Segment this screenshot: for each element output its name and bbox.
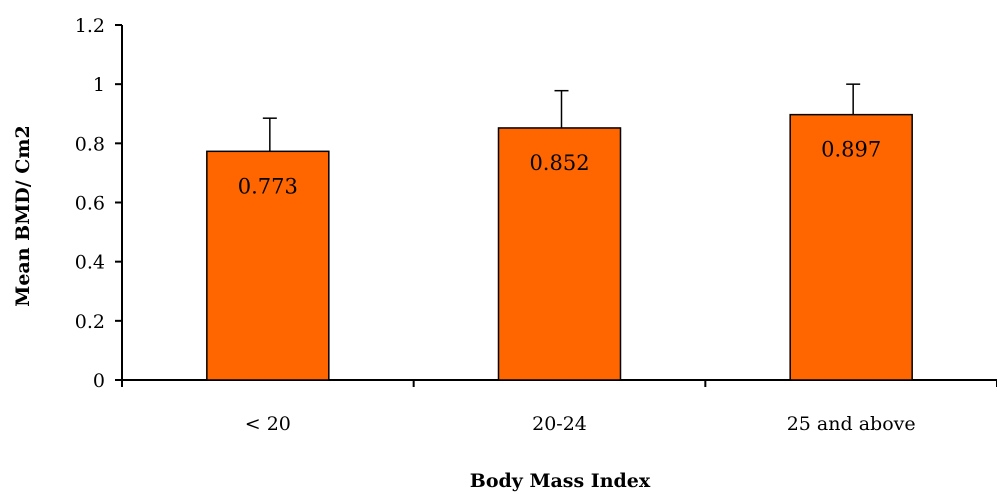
y-tick-label: 1	[93, 74, 105, 96]
bar	[789, 113, 913, 381]
y-axis-title: Mean BMD/ Cm2	[12, 125, 34, 306]
data-label: 0.773	[238, 174, 298, 198]
x-tick-label: 25 and above	[787, 413, 916, 435]
x-tick-label: 20-24	[532, 413, 587, 435]
x-tick-label: < 20	[245, 413, 291, 435]
y-tick-label: 0.8	[75, 133, 105, 155]
bar	[497, 127, 622, 381]
y-tick-label: 0	[93, 370, 105, 392]
data-label: 0.897	[821, 138, 881, 162]
y-tick-label: 0.4	[75, 252, 105, 274]
y-axis: 0 0.2 0.4 0.6 0.8 1 1.2	[75, 15, 123, 392]
y-tick-label: 1.2	[75, 15, 105, 37]
data-label: 0.852	[529, 151, 589, 175]
bar	[206, 150, 330, 381]
y-tick-label: 0.6	[75, 193, 105, 215]
bar-series: 0.773 0.852 0.897	[206, 83, 913, 381]
y-tick-label: 0.2	[75, 311, 105, 333]
x-axis: < 20 20-24 25 and above	[121, 379, 997, 435]
x-axis-title: Body Mass Index	[470, 470, 651, 492]
